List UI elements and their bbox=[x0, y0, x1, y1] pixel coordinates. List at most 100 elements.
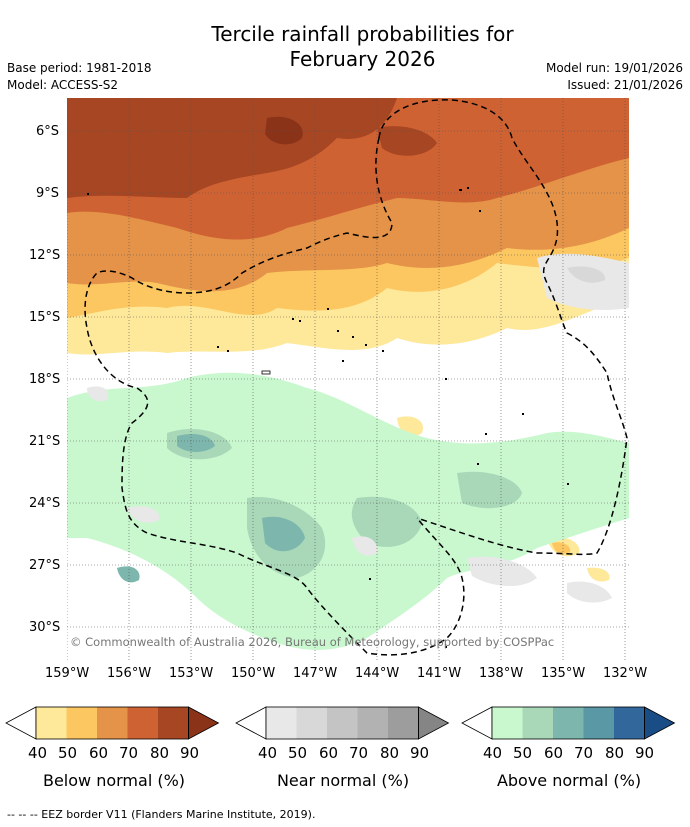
colorbar-segment bbox=[158, 707, 189, 739]
lon-label: 153°W bbox=[169, 666, 214, 681]
colorbar-segment bbox=[357, 707, 388, 739]
above-normal-60-b bbox=[177, 434, 215, 452]
colorbar-min-arrow bbox=[5, 706, 37, 740]
colorbar-min-arrow bbox=[235, 706, 267, 740]
near-normal-40-d bbox=[127, 506, 160, 523]
colorbar-segment bbox=[296, 707, 327, 739]
meta-right: Model run: 19/01/2026 Issued: 21/01/2026 bbox=[546, 60, 683, 94]
cb-tick: 70 bbox=[119, 744, 139, 762]
colorbar-label-below: Below normal (%) bbox=[42, 771, 186, 790]
colorbar-outline bbox=[491, 706, 645, 740]
lat-label: 30°S bbox=[29, 620, 61, 635]
above-normal-50-d bbox=[457, 471, 522, 509]
cb-tick: 40 bbox=[28, 744, 48, 762]
cb-tick: 70 bbox=[574, 744, 594, 762]
lon-label: 138°W bbox=[479, 666, 524, 681]
map-title: Tercile rainfall probabilities for Febru… bbox=[0, 22, 690, 72]
lat-label: 12°S bbox=[29, 248, 61, 263]
near-normal-40-e bbox=[567, 581, 612, 603]
colorbar-segment bbox=[36, 707, 67, 739]
cb-tick: 50 bbox=[513, 744, 533, 762]
cb-tick: 70 bbox=[349, 744, 369, 762]
colorbar-label-above: Above normal (%) bbox=[496, 771, 642, 790]
base-period: Base period: 1981-2018 bbox=[7, 61, 152, 75]
graticule bbox=[67, 98, 629, 661]
model-run: Model run: 19/01/2026 bbox=[545, 61, 683, 75]
cb-tick: 40 bbox=[483, 744, 503, 762]
near-normal-50 bbox=[567, 266, 606, 283]
colorbar-outline bbox=[265, 706, 419, 740]
cb-tick: 90 bbox=[180, 744, 200, 762]
cb-tick: 80 bbox=[150, 744, 170, 762]
lon-label: 144°W bbox=[355, 666, 400, 681]
below-normal-patch-6 bbox=[587, 567, 610, 582]
cb-tick: 90 bbox=[410, 744, 430, 762]
lon-label: 147°W bbox=[293, 666, 338, 681]
cb-tick: 80 bbox=[605, 744, 625, 762]
cb-tick: 60 bbox=[319, 744, 339, 762]
lat-label: 9°S bbox=[36, 186, 60, 201]
lon-label: 132°W bbox=[603, 666, 648, 681]
lon-label: 159°W bbox=[45, 666, 90, 681]
colorbar-min-arrow bbox=[461, 706, 493, 740]
colorbar-segment bbox=[127, 707, 158, 739]
cb-tick: 80 bbox=[380, 744, 400, 762]
colorbar-segment bbox=[522, 707, 553, 739]
colorbar-segment bbox=[553, 707, 584, 739]
lon-label: 150°W bbox=[231, 666, 276, 681]
above-normal-60-c bbox=[117, 566, 140, 583]
colorbar-above-normal bbox=[461, 706, 676, 740]
colorbar-segment bbox=[583, 707, 614, 739]
lat-label: 27°S bbox=[29, 558, 61, 573]
colorbar-segment bbox=[388, 707, 419, 739]
copyright-text: © Commonwealth of Australia 2026, Bureau… bbox=[70, 635, 554, 649]
cb-tick: 50 bbox=[288, 744, 308, 762]
cb-tick: 60 bbox=[544, 744, 564, 762]
below-normal-80 bbox=[67, 98, 397, 198]
colorbar-segment bbox=[266, 707, 297, 739]
lat-label: 24°S bbox=[29, 496, 61, 511]
colorbar-segment bbox=[66, 707, 97, 739]
lat-label: 18°S bbox=[29, 372, 61, 387]
lon-label: 135°W bbox=[541, 666, 586, 681]
colorbar-below-normal bbox=[5, 706, 220, 740]
colorbar-max-arrow bbox=[418, 706, 450, 740]
colorbar-segment bbox=[327, 707, 358, 739]
colorbar-legend bbox=[5, 706, 676, 740]
map-canvas: © Commonwealth of Australia 2026, Bureau… bbox=[67, 98, 629, 661]
colorbar-segment bbox=[492, 707, 523, 739]
near-normal-40-c bbox=[467, 556, 537, 587]
cb-tick: 90 bbox=[635, 744, 655, 762]
lon-label: 141°W bbox=[417, 666, 462, 681]
cb-tick: 60 bbox=[89, 744, 109, 762]
cb-tick: 40 bbox=[258, 744, 278, 762]
below-normal-patch-5 bbox=[552, 542, 571, 554]
lat-label: 21°S bbox=[29, 434, 61, 449]
near-normal-40-f bbox=[352, 536, 378, 556]
cb-tick: 50 bbox=[58, 744, 78, 762]
issued-date: Issued: 21/01/2026 bbox=[567, 78, 683, 92]
colorbar-outline bbox=[35, 706, 189, 740]
colorbar-near-normal bbox=[235, 706, 450, 740]
above-normal-60-a bbox=[262, 516, 305, 552]
eez-border bbox=[84, 99, 628, 656]
colorbar-segment bbox=[614, 707, 645, 739]
colorbar-segment bbox=[97, 707, 128, 739]
near-normal-40-a bbox=[537, 253, 629, 310]
near-normal-40-b bbox=[87, 386, 109, 402]
title-line-2: February 2026 bbox=[289, 47, 436, 71]
below-normal-80b bbox=[377, 126, 437, 156]
model-name: Model: ACCESS-S2 bbox=[7, 78, 119, 92]
islands bbox=[87, 187, 569, 648]
below-normal-90 bbox=[265, 116, 303, 145]
map-panel: © Commonwealth of Australia 2026, Bureau… bbox=[67, 98, 629, 661]
colorbar-max-arrow bbox=[188, 706, 220, 740]
lon-label: 156°W bbox=[107, 666, 152, 681]
eez-footer-note: -- -- -- EEZ border V11 (Flanders Marine… bbox=[7, 808, 316, 821]
colorbar-max-arrow bbox=[644, 706, 676, 740]
meta-left: Base period: 1981-2018 Model: ACCESS-S2 bbox=[7, 60, 152, 94]
title-line-1: Tercile rainfall probabilities for bbox=[211, 22, 514, 46]
above-normal-50-c bbox=[351, 496, 422, 547]
lat-label: 6°S bbox=[36, 124, 60, 139]
lat-label: 15°S bbox=[29, 310, 61, 325]
